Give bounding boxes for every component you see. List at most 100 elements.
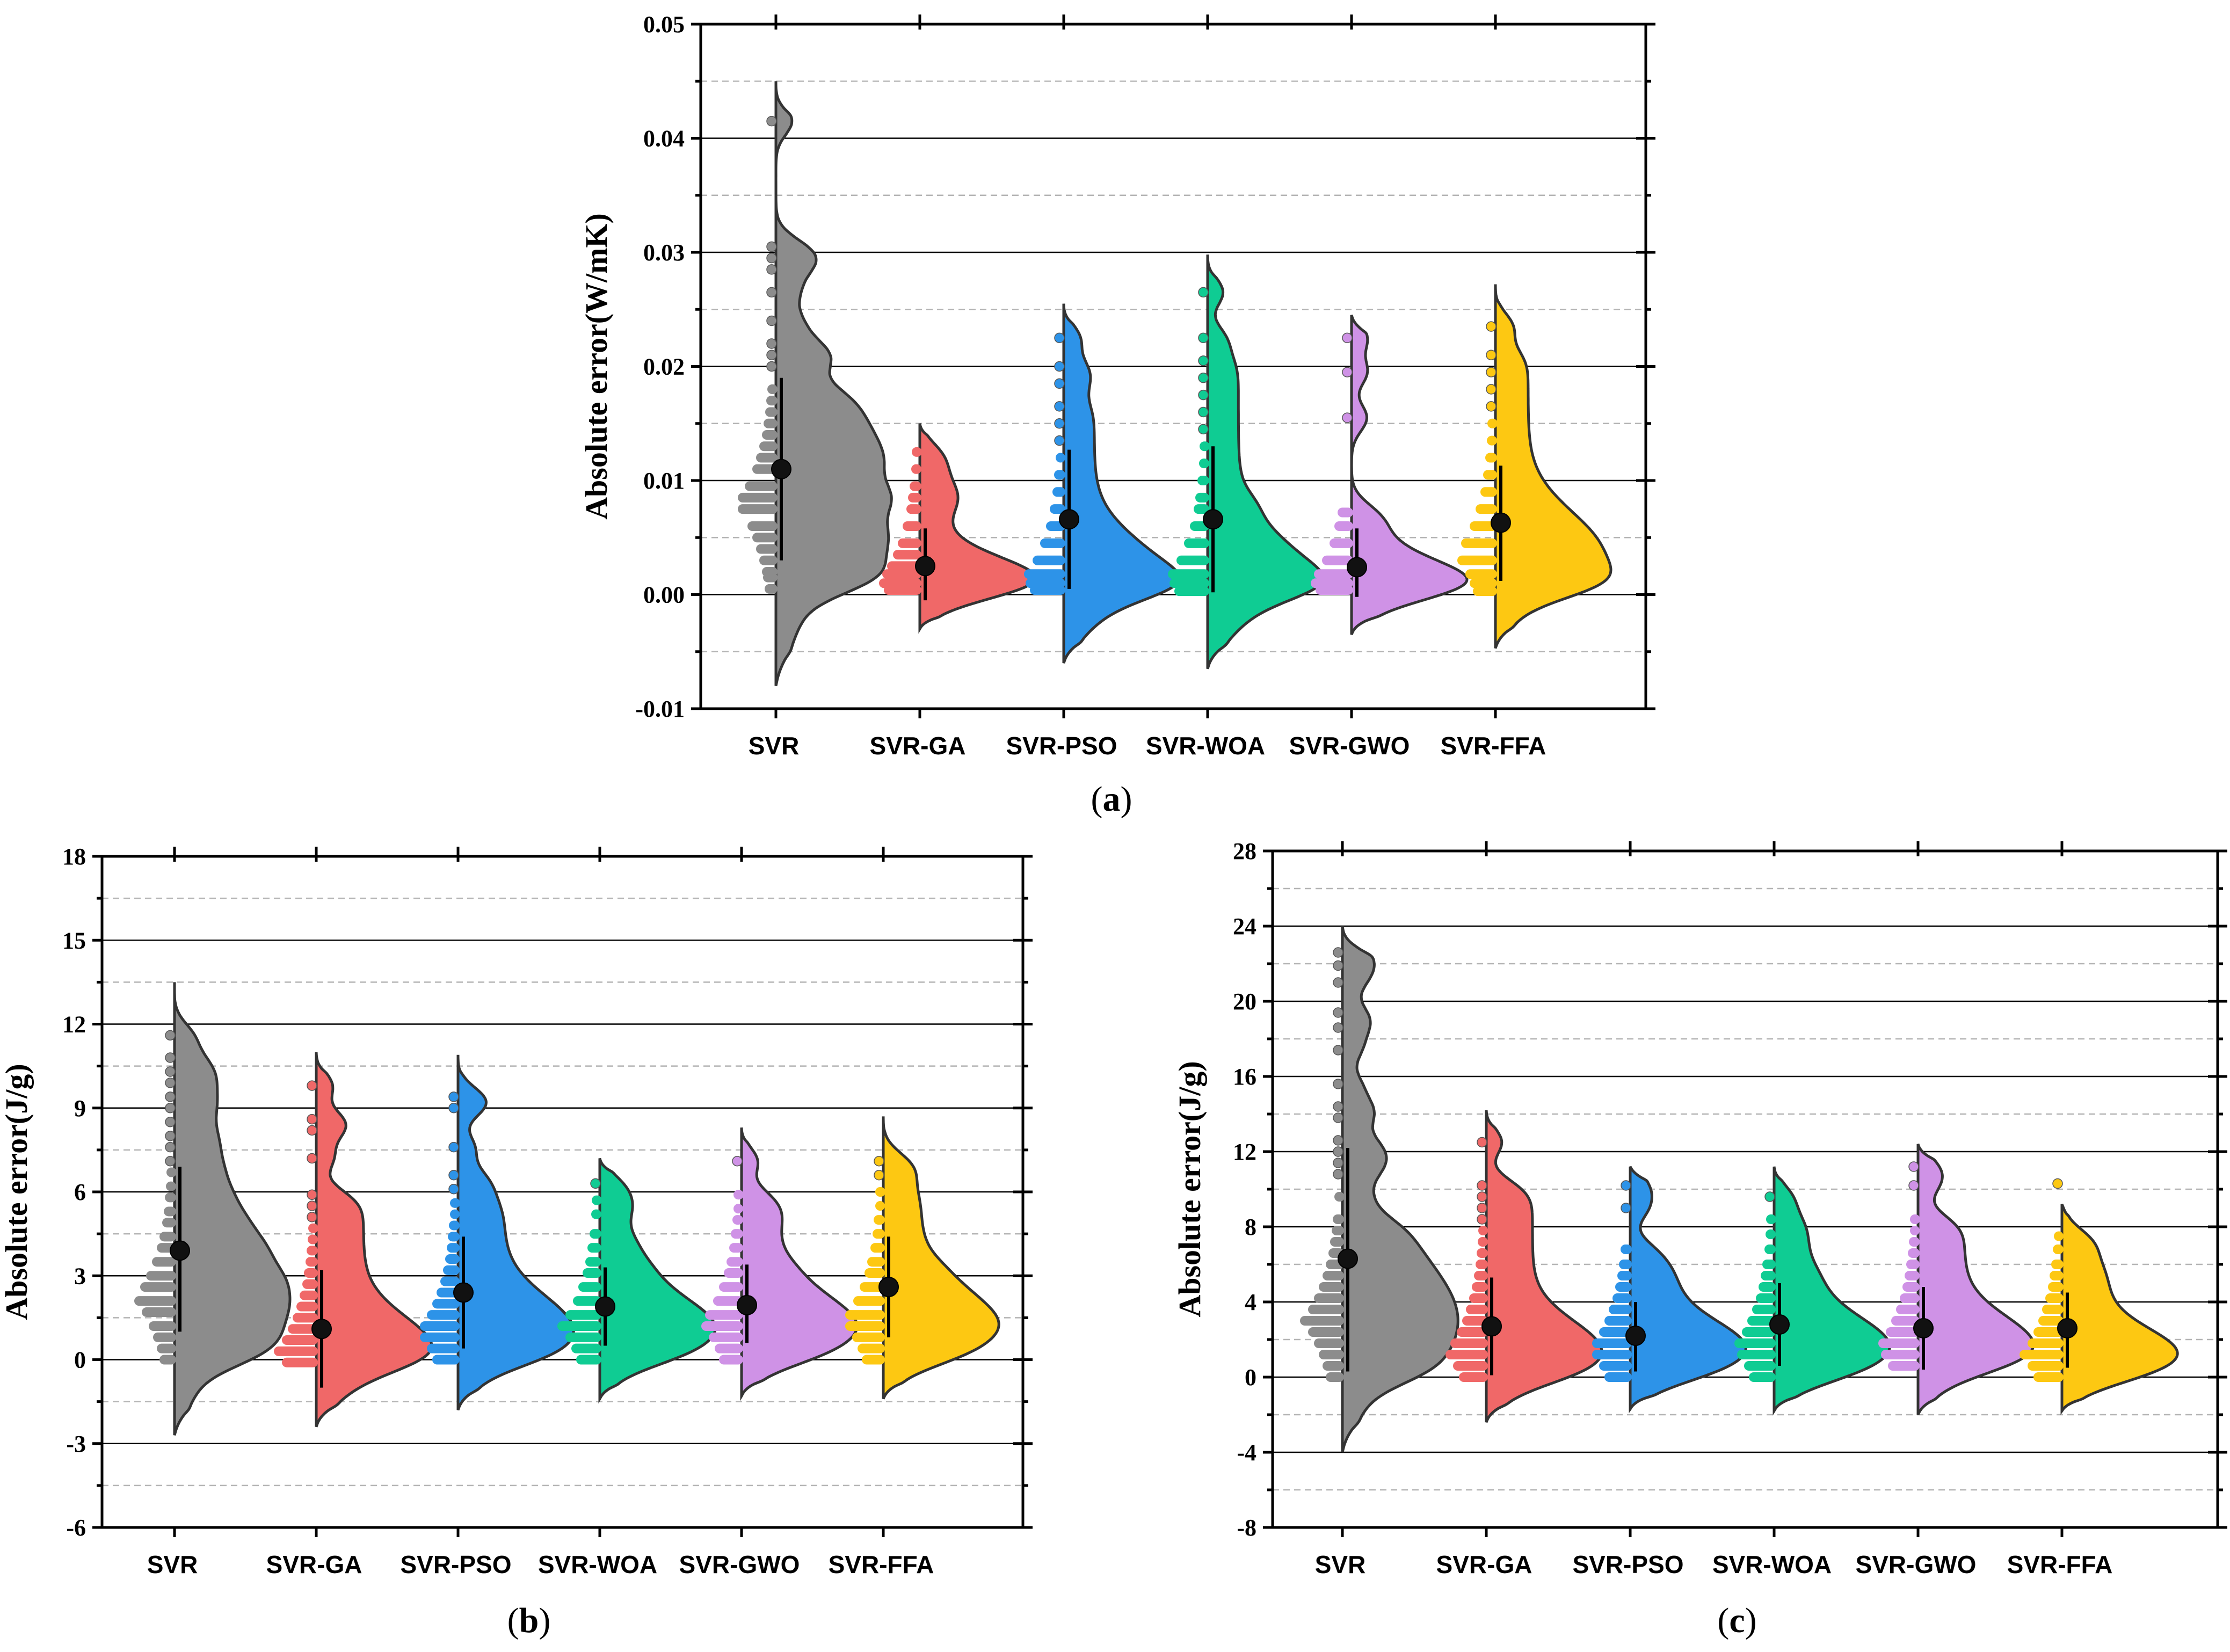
violin-shape	[1916, 1144, 2035, 1416]
violin-shape	[456, 1054, 575, 1411]
y-tick-label: 0.05	[643, 11, 685, 38]
data-point	[1486, 321, 1497, 332]
data-point	[1333, 1146, 1343, 1157]
data-point	[732, 1155, 743, 1167]
violin-shape	[315, 1052, 433, 1428]
data-point	[874, 1155, 884, 1167]
x-category-label: SVR-GWO	[679, 1551, 800, 1578]
violin-group-svr-woa	[1734, 1166, 1891, 1416]
y-tick-label: -0.01	[635, 696, 685, 722]
data-point	[1333, 1158, 1343, 1168]
x-category-label: SVR	[147, 1551, 198, 1578]
violin-group-svr-gwo	[701, 1127, 859, 1401]
y-tick-label: 20	[1233, 988, 1256, 1015]
panel-caption: (c)	[1717, 1601, 1756, 1640]
y-tick-label: 0.02	[643, 354, 685, 380]
caption-open: (	[507, 1601, 519, 1640]
violin-group-svr-pso	[420, 1054, 575, 1411]
x-category-label: SVR-WOA	[1146, 732, 1265, 760]
y-tick-label: -8	[1237, 1515, 1256, 1541]
panel-caption: (a)	[1091, 780, 1132, 819]
data-point	[1054, 401, 1065, 412]
data-point	[307, 1080, 317, 1091]
mean-marker	[915, 556, 935, 577]
y-axis-title: Absolute error(W/mK)	[579, 213, 614, 520]
data-point	[766, 252, 777, 264]
x-category-label: SVR-GA	[870, 732, 966, 760]
data-point	[165, 1066, 176, 1077]
mean-marker	[1338, 1248, 1358, 1269]
y-tick-label: 9	[74, 1095, 86, 1122]
y-tick-label: 12	[1233, 1139, 1256, 1165]
data-point	[766, 287, 777, 298]
data-point	[1486, 401, 1497, 412]
x-category-label: SVR	[749, 732, 800, 760]
mean-marker	[2057, 1318, 2078, 1338]
y-tick-label: 15	[62, 927, 86, 954]
data-point	[307, 1114, 317, 1125]
data-point	[1486, 367, 1497, 377]
panel-caption: (b)	[507, 1601, 551, 1640]
data-point	[1333, 1135, 1343, 1146]
caption-letter: b	[519, 1601, 539, 1640]
mean-marker	[595, 1296, 615, 1317]
y-tick-label: -4	[1237, 1439, 1256, 1466]
data-point	[448, 1091, 459, 1102]
violin-shape	[1341, 926, 1459, 1453]
data-point	[590, 1178, 601, 1189]
x-category-label: SVR-GA	[1436, 1551, 1532, 1578]
violin-group-svr-gwo	[1311, 315, 1469, 636]
data-point	[1198, 287, 1209, 298]
violin-group-svr-ga	[879, 423, 1037, 634]
y-tick-label: 12	[62, 1011, 86, 1038]
data-point	[2052, 1178, 2063, 1189]
x-category-label: SVR-PSO	[1006, 732, 1117, 760]
violin-shape	[1206, 254, 1325, 669]
y-tick-label: 0.01	[643, 468, 685, 494]
data-point	[1054, 332, 1065, 344]
data-point	[1764, 1191, 1775, 1202]
chart-panel-b: -6 -3 0 3 6 9 12 15 18 Absolute error(J/g) (b) SVR S…	[0, 843, 1033, 1640]
data-point	[766, 315, 777, 326]
data-point	[1342, 367, 1353, 377]
y-axis-title: Absolute error(J/g)	[0, 1064, 34, 1320]
data-point	[165, 1131, 176, 1141]
data-point	[1333, 1101, 1343, 1112]
data-point	[1198, 332, 1209, 344]
violin-shape	[1773, 1166, 1891, 1416]
data-point	[1621, 1180, 1631, 1191]
caption-letter: a	[1103, 780, 1121, 819]
mean-marker	[1769, 1314, 1790, 1335]
data-point	[1621, 1203, 1631, 1213]
violin-shape	[1485, 1110, 1603, 1423]
data-point	[766, 361, 777, 372]
violin-group-svr-ffa	[1457, 284, 1612, 649]
y-tick-label: 18	[62, 843, 86, 870]
x-category-label: SVR-GWO	[1856, 1551, 1977, 1578]
data-point	[165, 1141, 176, 1153]
caption-open: (	[1091, 780, 1103, 819]
caption-close: )	[1745, 1601, 1757, 1640]
violin-group-svr-woa	[557, 1158, 717, 1404]
data-point	[1054, 418, 1065, 429]
violin-shape	[173, 982, 292, 1436]
violin-group-svr-ffa	[2020, 1178, 2179, 1415]
violin-group-svr-ga	[1445, 1110, 1603, 1423]
data-point	[1342, 412, 1353, 423]
y-tick-label: 0.04	[643, 126, 685, 152]
mean-marker	[1059, 509, 1079, 530]
data-point	[766, 241, 777, 252]
data-point	[1198, 373, 1209, 383]
data-point	[766, 350, 777, 360]
data-point	[165, 1103, 176, 1114]
violin-shape	[1494, 284, 1612, 649]
data-point	[1342, 332, 1353, 344]
data-point	[1198, 406, 1209, 418]
violin-group-svr	[134, 982, 292, 1436]
data-point	[307, 1212, 317, 1222]
x-category-label: SVR-GA	[266, 1551, 362, 1578]
violin-group-svr	[738, 81, 893, 687]
violin-group-svr-ffa	[845, 1116, 1000, 1400]
y-tick-label: 0.00	[643, 582, 685, 608]
